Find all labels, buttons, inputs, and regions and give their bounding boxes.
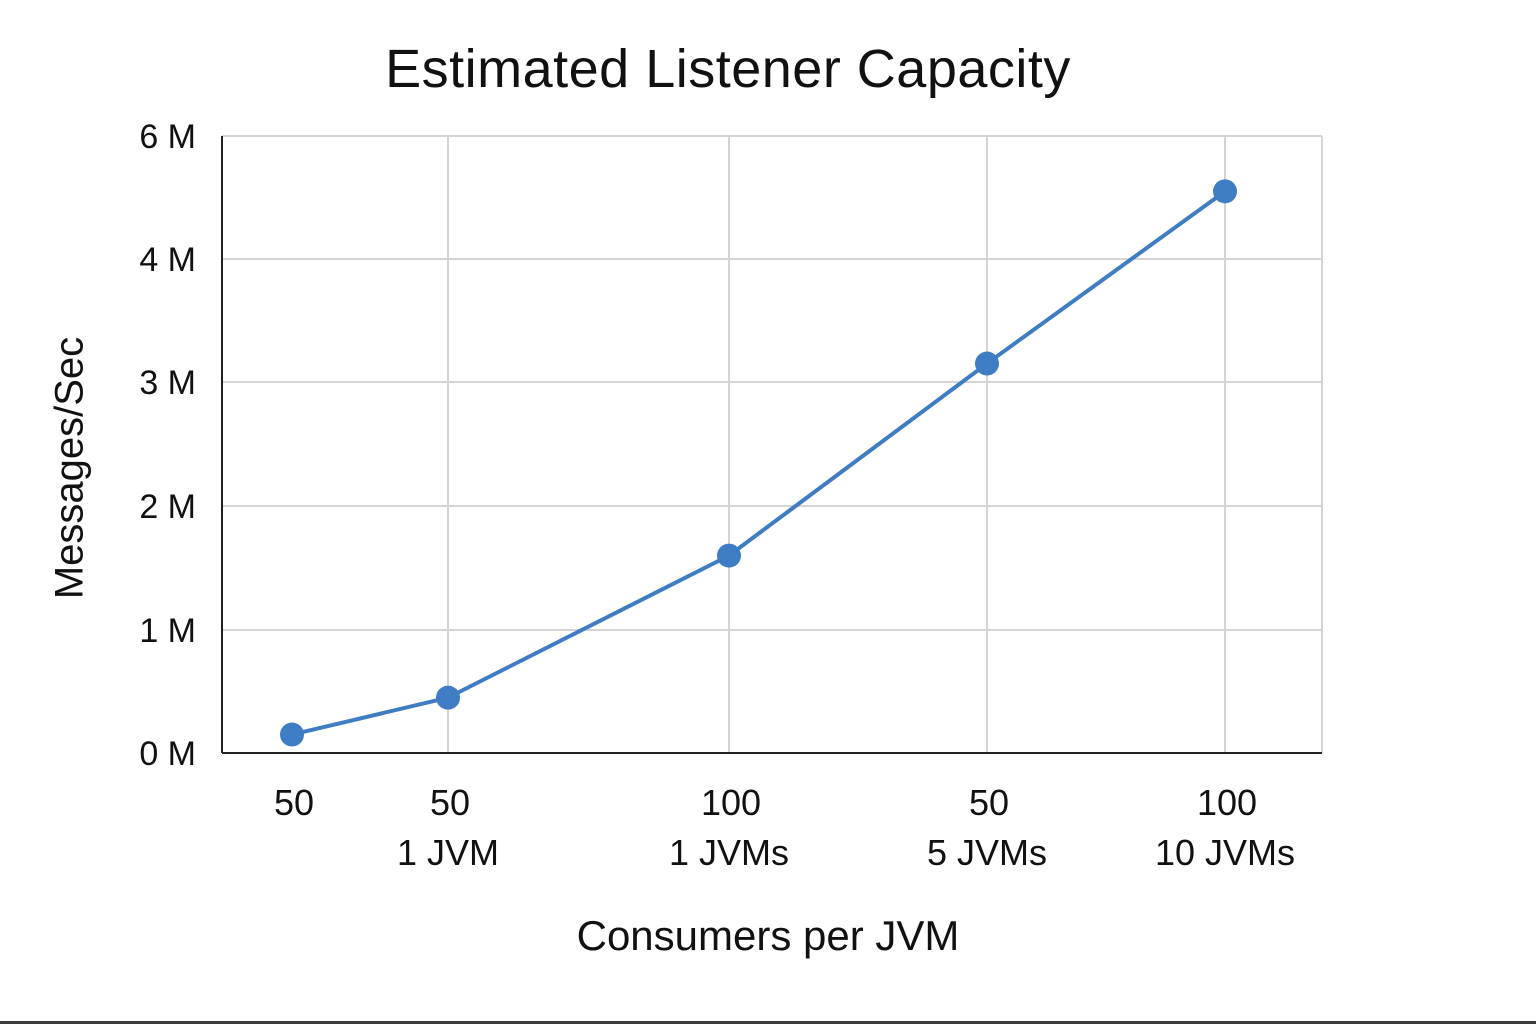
x-axis-title: Consumers per JVM	[576, 912, 960, 959]
x-tick-label: 1 JVM	[397, 832, 499, 873]
y-axis-ticks: 0 M 1 M 2 M 3 M 4 M 6 M	[139, 118, 196, 773]
x-tick-label: 10 JVMs	[1155, 832, 1295, 873]
x-tick-label: 100	[701, 782, 761, 823]
y-axis-title: Messages/Sec	[47, 336, 92, 600]
bottom-divider	[0, 1021, 1536, 1024]
series-messages-per-sec	[280, 179, 1237, 747]
data-point	[436, 685, 460, 710]
x-tick-label: 50	[274, 782, 314, 823]
series-line	[291, 189, 1227, 737]
y-tick-label: 2 M	[139, 488, 196, 526]
x-tick-label: 1 JVMs	[669, 832, 789, 873]
y-tick-label: 6 M	[139, 118, 196, 156]
y-tick-label: 4 M	[139, 241, 196, 279]
chart-title: Estimated Listener Capacity	[385, 39, 1071, 99]
y-tick-label: 3 M	[139, 364, 196, 402]
data-point	[280, 722, 304, 747]
x-tick-label: 100	[1197, 782, 1257, 823]
x-axis-ticks: 50 50 1 JVM 100 1 JVMs 50 5 JVMs 100 10 JVMs	[274, 782, 1295, 873]
y-tick-label: 1 M	[139, 612, 196, 650]
data-point	[1213, 179, 1237, 204]
x-tick-label: 50	[969, 782, 1009, 823]
data-point	[975, 351, 999, 376]
x-tick-label: 5 JVMs	[927, 832, 1047, 873]
x-tick-label: 50	[430, 782, 470, 823]
data-point	[717, 543, 741, 568]
y-tick-label: 0 M	[139, 735, 196, 773]
grid-lines	[222, 135, 1323, 753]
axes	[221, 136, 1322, 754]
